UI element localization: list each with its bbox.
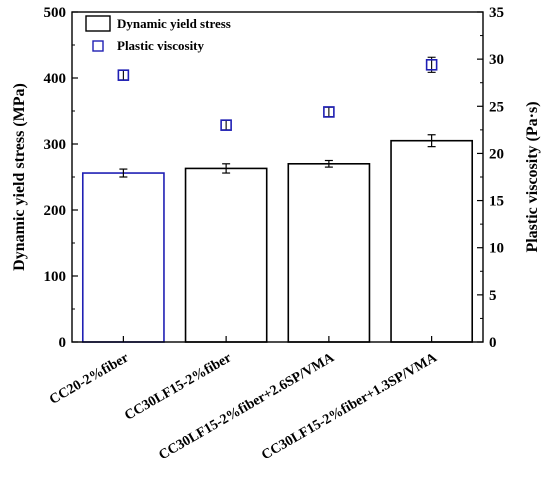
legend-label-viscosity: Plastic viscosity xyxy=(117,38,205,53)
viscosity-point-2 xyxy=(220,119,232,131)
legend: Dynamic yield stress Plastic viscosity xyxy=(85,15,231,53)
y2-tick-label-1: 5 xyxy=(489,288,497,304)
viscosity-point-1 xyxy=(117,69,130,81)
bar-1 xyxy=(81,172,165,343)
legend-bar-swatch xyxy=(85,15,111,32)
y2-tick-label-4: 20 xyxy=(489,146,504,162)
markers-layer xyxy=(117,56,438,131)
y-tick-label-0: 0 xyxy=(59,335,67,351)
y-tick-label-1: 100 xyxy=(44,269,67,285)
bars-layer xyxy=(81,134,474,343)
y-tick-label-5: 500 xyxy=(44,5,67,21)
y2-axis-title: Plastic viscosity (Pa·s) xyxy=(524,101,541,252)
x-tick-label-2: CC30LF15-2%fiber+2.6SP/VMA xyxy=(156,350,337,463)
y-axis-title: Dynamic yield stress (MPa) xyxy=(11,83,28,271)
x-tick-label-1: CC30LF15-2%fiber xyxy=(122,350,234,423)
y-tick-label-2: 200 xyxy=(44,203,67,219)
x-tick-label-3: CC30LF15-2%fiber+1.3SP/VMA xyxy=(259,350,440,463)
y2-tick-label-3: 15 xyxy=(489,194,504,210)
bar-3 xyxy=(287,163,371,343)
x-tick-label-0: CC20-2%fiber xyxy=(47,350,131,407)
legend-marker-swatch xyxy=(92,40,104,52)
y2-tick-label-0: 0 xyxy=(489,335,497,351)
y2-tick-label-7: 35 xyxy=(489,5,504,21)
legend-label-yield-stress: Dynamic yield stress xyxy=(117,16,231,31)
bar-4 xyxy=(390,139,474,343)
viscosity-point-3 xyxy=(323,106,335,118)
y2-tick-label-6: 30 xyxy=(489,52,504,68)
y-tick-label-3: 300 xyxy=(44,137,67,153)
y2-tick-label-5: 25 xyxy=(489,99,504,115)
y-tick-label-4: 400 xyxy=(44,71,67,87)
bar-2 xyxy=(184,167,268,343)
y2-tick-label-2: 10 xyxy=(489,241,504,257)
viscosity-point-4 xyxy=(425,58,438,71)
